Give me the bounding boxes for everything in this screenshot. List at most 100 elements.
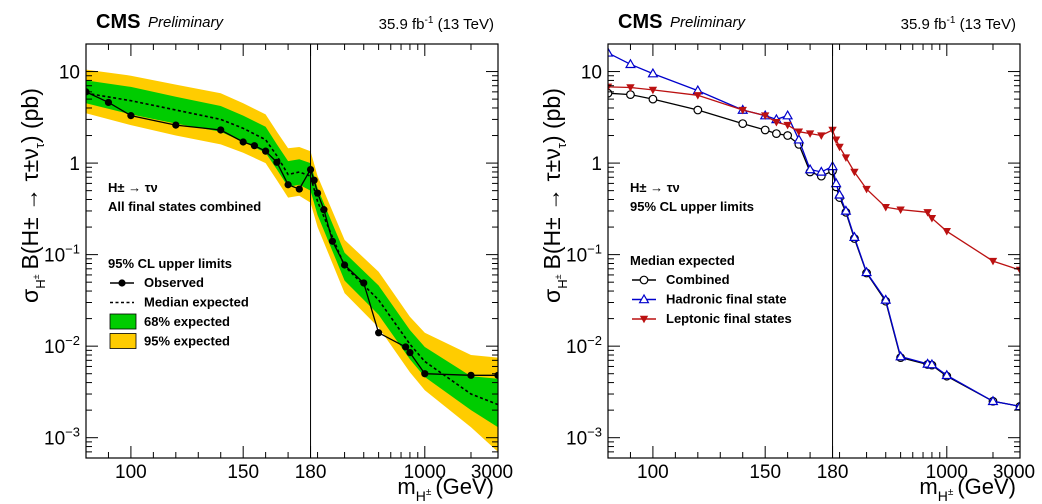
left-observed-point (172, 121, 180, 129)
right-hadronic-final-state-point (815, 166, 827, 176)
x-tick-label: 150 (749, 462, 781, 483)
legend-label: Median expected (144, 295, 249, 310)
y-axis-title: σH±B(H± → τ±ντ) (pb) (539, 88, 570, 303)
x-tick-label: 1000 (404, 462, 446, 483)
right-hadronic-final-state-point (987, 395, 999, 406)
x-axis-title: mH± (GeV) (397, 474, 494, 504)
right-leptonic-final-states-point (923, 209, 932, 217)
right-leptonic-final-states-point (783, 121, 792, 130)
annotation-subtitle: 95% CL upper limits (630, 199, 754, 214)
legend-title: 95% CL upper limits (108, 256, 232, 271)
legend-title: Median expected (630, 253, 735, 268)
left-observed-point (127, 112, 135, 120)
left-observed-point (310, 176, 318, 184)
right-leptonic-final-states-point (896, 206, 905, 214)
y-tick-label: 10−1 (44, 242, 80, 267)
x-tick-label: 1000 (926, 462, 968, 483)
right-leptonic-final-states-point (831, 136, 841, 145)
legend-swatch-marker (638, 293, 650, 304)
luminosity-label: 35.9 fb-1 (13 TeV) (379, 15, 494, 33)
annotation-subtitle: All final states combined (108, 199, 261, 214)
right-leptonic-final-states-point (760, 112, 770, 120)
right-hadronic-final-state-point (848, 231, 860, 242)
left-observed-point (360, 279, 368, 287)
legend-label: Hadronic final state (666, 292, 787, 307)
right-hadronic-final-state-point (926, 358, 938, 369)
right-hadronic-final-state-point (782, 109, 794, 120)
left-observed-point (239, 138, 247, 146)
right-hadronic-final-state-point (608, 47, 614, 57)
right-legend: Median expected Combined Hadronic final st… (630, 253, 792, 326)
legend-swatch-marker (639, 315, 649, 324)
right-leptonic-final-states-point (626, 84, 635, 92)
preliminary-label: Preliminary (670, 14, 747, 31)
right-hadronic-final-state-point (830, 177, 842, 188)
right-leptonic-final-states-point (988, 257, 998, 266)
left-observed-point (313, 189, 322, 197)
right-leptonic-final-states-point (648, 86, 658, 95)
right-hadronic-final-state-point (793, 134, 805, 144)
left-plot-area (86, 69, 498, 452)
right-leptonic-final-states-point (862, 185, 871, 194)
left-observed-point (217, 126, 225, 134)
right-combined-point (626, 90, 635, 100)
x-tick-label: 180 (295, 462, 327, 483)
right-combined-point (783, 131, 793, 140)
x-axis-title: mH± (GeV) (919, 474, 1016, 504)
preliminary-label: Preliminary (148, 14, 225, 31)
right-hadronic-final-state-point (895, 350, 907, 361)
right-combined-line (608, 92, 1020, 407)
left-panel: 10 1 10−1 10−2 10−3 100 150 180 1000 3000 CMS Preli… (17, 11, 513, 504)
right-hadronic-final-state-point (625, 58, 636, 69)
right-leptonic-final-states-point (841, 154, 851, 162)
left-frame (85, 43, 499, 459)
legend-68-swatch (109, 313, 137, 330)
legend-observed-marker (118, 279, 126, 287)
left-observed-point (262, 147, 270, 155)
annotation-process: H± → τν (630, 180, 680, 195)
left-observed-point (295, 185, 303, 193)
right-plot-area (608, 47, 1020, 411)
left-observed-point (421, 370, 429, 378)
y-axis-title: σH±B(H± → τ±ντ) (pb) (17, 88, 48, 303)
right-hadronic-final-state-point (1014, 400, 1020, 411)
left-observed-point (406, 349, 414, 357)
right-combined-point (738, 119, 748, 129)
left-observed-point (467, 371, 475, 379)
right-leptonic-final-states-point (805, 130, 815, 138)
right-hadronic-final-state-point (880, 294, 892, 304)
median-expected-line (86, 92, 498, 406)
left-observed-point (340, 261, 349, 269)
y-tick-label: 10−3 (44, 425, 80, 450)
right-combined-point (693, 105, 703, 115)
left-legend: 95% CL upper limits Observed Median expect… (108, 256, 249, 349)
left-observed-point (320, 206, 328, 214)
right-leptonic-final-states-point (927, 214, 937, 223)
x-tick-label: 100 (637, 462, 669, 483)
legend-95-swatch (109, 333, 137, 349)
left-observed-point (250, 142, 259, 150)
right-combined-point (772, 129, 781, 138)
x-tick-label: 150 (227, 462, 259, 483)
legend-label: Combined (666, 272, 730, 287)
x-tick-label: 3000 (471, 462, 513, 483)
right-hadronic-final-state-point (647, 67, 659, 78)
left-observed-point (284, 181, 292, 189)
right-leptonic-final-states-line (608, 86, 1020, 271)
y-tick-label: 1 (591, 154, 602, 175)
y-tick-label: 1 (69, 154, 80, 175)
right-combined-point (648, 94, 658, 104)
cms-label: CMS (96, 11, 140, 33)
right-leptonic-final-states-point (738, 106, 747, 115)
right-frame (607, 43, 1021, 459)
right-hadronic-final-state-point (840, 205, 852, 215)
y-tick-label: 10 (59, 63, 80, 84)
left-observed-point (402, 343, 410, 351)
right-leptonic-final-states-point (881, 203, 890, 212)
right-leptonic-final-states-point (794, 128, 804, 137)
left-observed-point (104, 98, 113, 107)
x-tick-label: 3000 (993, 462, 1035, 483)
right-hadronic-final-state-point (861, 266, 873, 277)
right-leptonic-final-states-point (817, 132, 826, 140)
left-observed-point (375, 329, 383, 337)
